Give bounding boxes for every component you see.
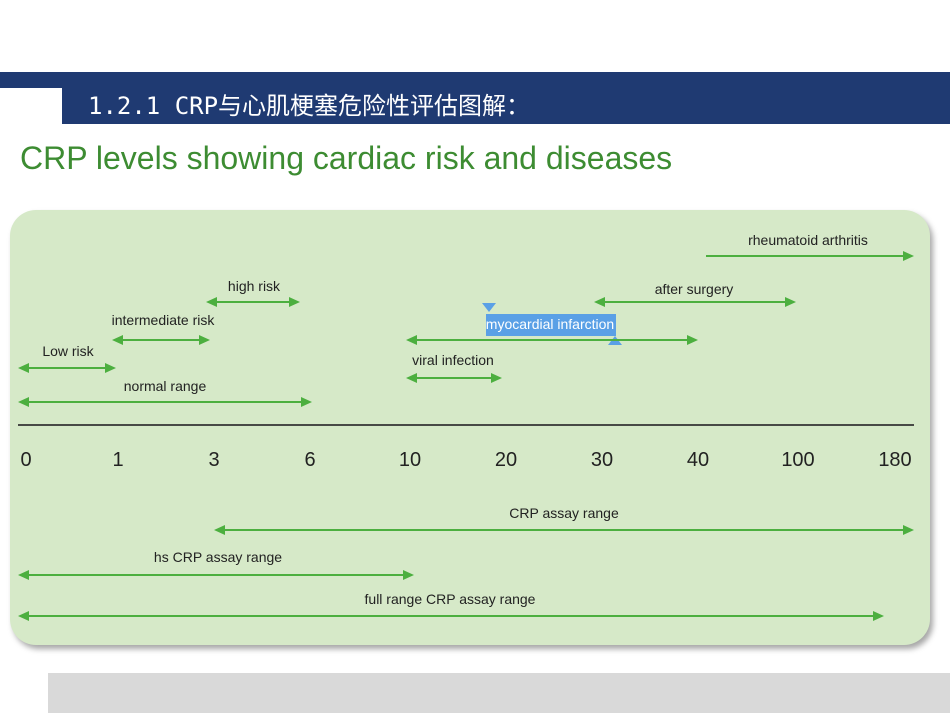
- normal-range-arrow: [18, 397, 312, 407]
- myocardial-infarction-label: myocardial infarction: [486, 316, 614, 332]
- intermediate-risk-arrow: [112, 335, 210, 345]
- normal-range-label: normal range: [124, 378, 207, 394]
- crp-assay-range-arrow: [214, 525, 914, 535]
- after-surgery-label: after surgery: [655, 281, 734, 297]
- footer-bar: [48, 673, 950, 713]
- low-risk-arrow: [18, 363, 116, 373]
- myocardial-infarction-arrow: [406, 335, 698, 345]
- tick-label: 10: [399, 449, 421, 471]
- full-range-crp-assay-range-arrow: [18, 611, 884, 621]
- hs-crp-assay-range-label: hs CRP assay range: [154, 549, 282, 565]
- high-risk-label: high risk: [228, 278, 281, 294]
- selection-handle-start: [482, 303, 496, 312]
- rheumatoid-arthritis-arrow: [706, 251, 914, 261]
- tick-label: 3: [208, 449, 219, 471]
- selection-highlight: [486, 314, 616, 336]
- header-title: 1.2.1 CRP与心肌梗塞危险性评估图解：: [88, 92, 531, 120]
- tick-label: 20: [495, 449, 517, 471]
- diagram-panel: [10, 210, 930, 645]
- intermediate-risk-label: intermediate risk: [112, 312, 216, 328]
- hs-crp-assay-range-arrow: [18, 570, 414, 580]
- after-surgery-arrow: [594, 297, 796, 307]
- header-bar: [0, 72, 950, 124]
- full-range-crp-assay-range-label: full range CRP assay range: [365, 591, 536, 607]
- high-risk-arrow: [206, 297, 300, 307]
- tick-label: 6: [304, 449, 315, 471]
- main-heading: CRP levels showing cardiac risk and dise…: [20, 140, 673, 176]
- viral-infection-label: viral infection: [412, 352, 494, 368]
- tick-label: 40: [687, 449, 709, 471]
- tick-label: 100: [781, 449, 814, 471]
- crp-assay-range-label: CRP assay range: [509, 505, 619, 521]
- tick-label: 0: [20, 449, 31, 471]
- viral-infection-arrow: [406, 373, 502, 383]
- tick-label: 180: [878, 449, 911, 471]
- header-notch: [0, 88, 62, 124]
- tick-label: 30: [591, 449, 613, 471]
- tick-label: 1: [112, 449, 123, 471]
- low-risk-label: Low risk: [42, 343, 94, 359]
- rheumatoid-arthritis-label: rheumatoid arthritis: [748, 232, 868, 248]
